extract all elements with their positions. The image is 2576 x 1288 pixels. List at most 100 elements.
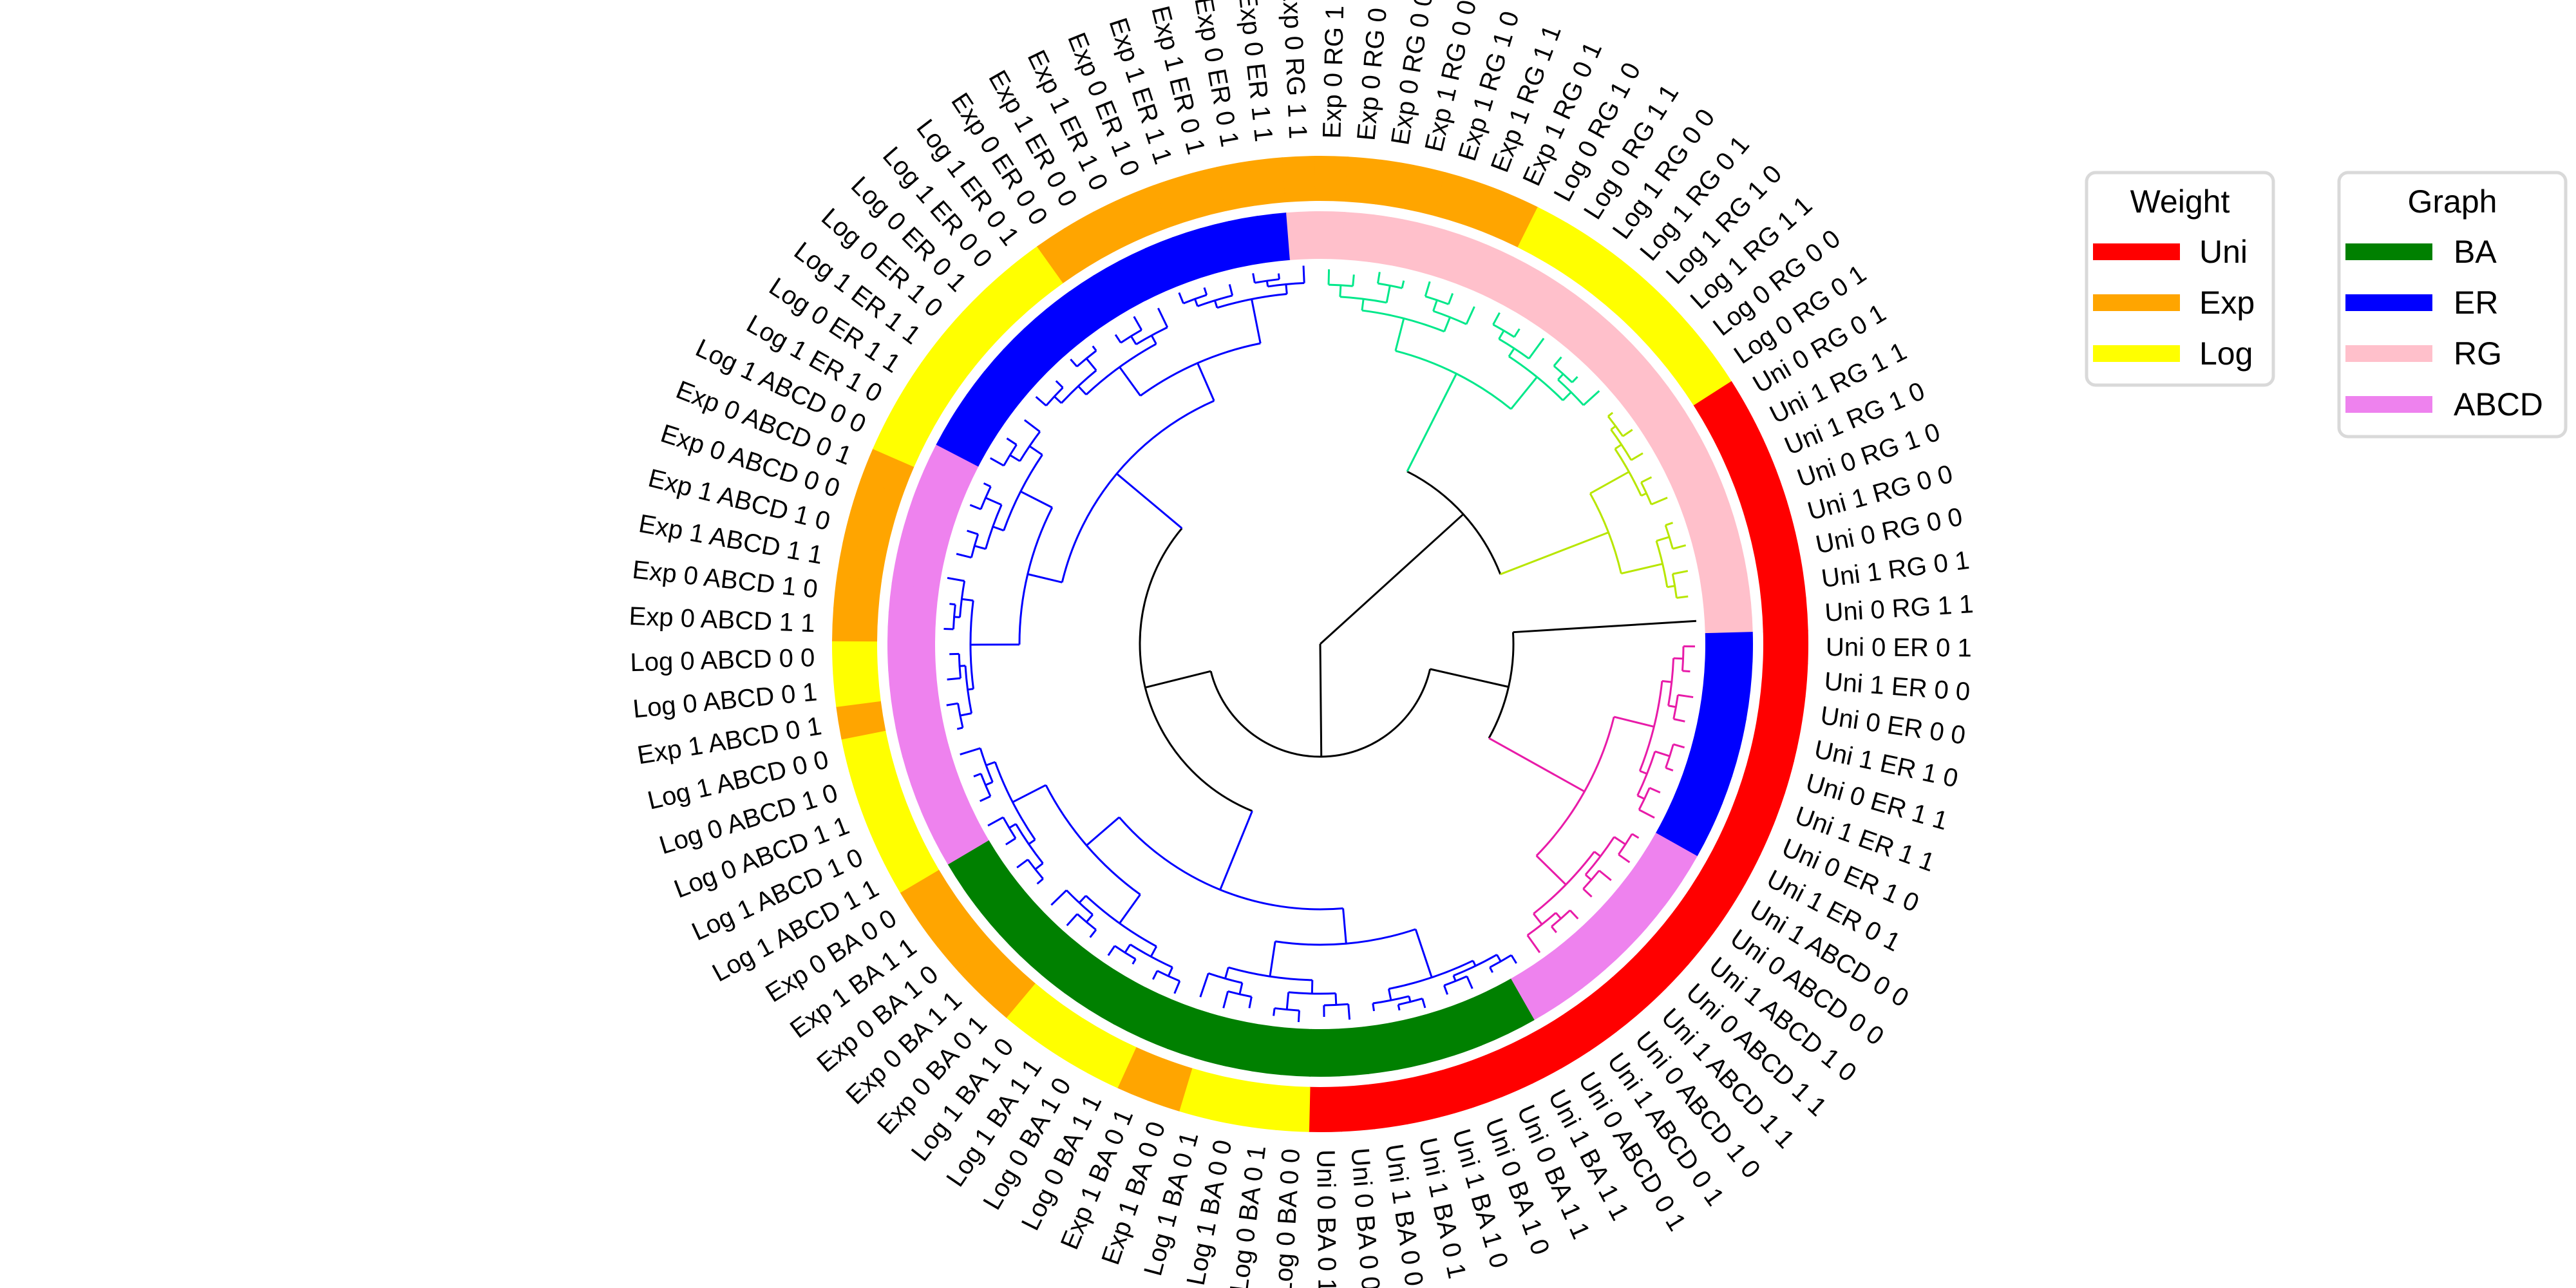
dendrogram-branch — [1488, 737, 1586, 793]
leaf-label: Uni 0 ER 0 1 — [1826, 633, 1972, 662]
legend-label-er: ER — [2454, 285, 2498, 321]
weight-ring-segment — [1457, 1055, 1503, 1109]
dendrogram-arc — [1443, 975, 1468, 987]
dendrogram-branch — [1054, 395, 1063, 404]
weight-ring-segment — [1658, 328, 1714, 382]
dendrogram-branch — [1077, 385, 1087, 395]
dendrogram-branch — [1443, 317, 1451, 332]
dendrogram-arc — [952, 604, 956, 630]
dendrogram-arc — [1061, 400, 1215, 583]
graph-ring-segment — [1363, 1023, 1398, 1074]
dendrogram-branch — [1199, 972, 1209, 998]
dendrogram-arc — [1076, 350, 1097, 368]
dendrogram-branch — [1639, 770, 1647, 775]
graph-ring-segment — [1667, 786, 1723, 831]
graph-ring-segment — [1068, 275, 1119, 331]
dendrogram-branch — [1144, 670, 1211, 689]
leaf-label: Log 0 ABCD 0 0 — [630, 643, 815, 677]
weight-ring-segment — [1249, 157, 1287, 206]
weight-ring-segment — [917, 894, 973, 947]
legend-graph-title: Graph — [2408, 184, 2497, 220]
dendrogram-branch — [1508, 348, 1515, 357]
graph-ring-segment — [1388, 1017, 1426, 1070]
graph-ring-segment — [1687, 736, 1741, 777]
dendrogram-branch — [1302, 265, 1305, 283]
dendrogram-branch — [1016, 858, 1028, 869]
dendrogram-branch — [1614, 444, 1622, 450]
weight-ring-segment — [1005, 983, 1059, 1039]
weight-ring-segment — [1539, 1013, 1590, 1069]
dendrogram-arc — [1361, 309, 1445, 333]
dendrogram-arc — [1453, 954, 1498, 977]
dendrogram-arc — [1492, 323, 1515, 338]
dendrogram-branch — [1665, 522, 1673, 526]
graph-ring-segment — [1487, 978, 1535, 1034]
dendrogram-branch — [1124, 943, 1132, 954]
dendrogram-branch — [1194, 298, 1199, 307]
dendrogram-arc — [1535, 716, 1615, 857]
weight-ring-segment — [1734, 469, 1787, 515]
dendrogram-arc — [994, 761, 1036, 840]
graph-ring-segment — [1064, 954, 1115, 1010]
weight-ring-segment — [836, 700, 886, 740]
weight-ring-segment — [1750, 721, 1801, 762]
dendrogram-arc — [1118, 817, 1343, 911]
weight-ring-segment — [1064, 211, 1115, 267]
dendrogram-arc — [1015, 823, 1044, 864]
dendrogram-branch — [1285, 992, 1290, 1010]
dendrogram-branch — [1132, 958, 1137, 965]
graph-ring-segment — [1700, 573, 1752, 608]
weight-ring-segment — [1059, 1018, 1110, 1074]
weight-ring-segment — [941, 311, 996, 365]
graph-ring-segment — [1688, 516, 1742, 557]
graph-ring-segment — [1166, 1004, 1209, 1059]
dendrogram-branch — [1297, 1010, 1300, 1023]
dendrogram-branch — [1224, 967, 1229, 979]
dendrogram-arc — [1255, 278, 1280, 284]
dendrogram-branch — [1251, 299, 1262, 344]
graph-ring-segment — [1251, 1024, 1286, 1075]
dendrogram-arc — [1584, 836, 1615, 876]
dendrogram-branch — [1219, 810, 1253, 891]
legend-graph-frame — [2337, 171, 2568, 439]
dendrogram-branch — [1535, 855, 1567, 886]
dendrogram-branch — [1649, 786, 1661, 793]
graph-ring-segment — [1003, 328, 1057, 382]
dendrogram-branch — [1500, 531, 1609, 576]
graph-color-ring — [887, 211, 1753, 1077]
dendrogram-arc — [1533, 851, 1595, 915]
weight-ring-segment — [841, 730, 893, 772]
legend-swatch-exp — [2093, 294, 2180, 311]
dendrogram-branch — [1584, 874, 1593, 881]
dendrogram-branch — [1662, 679, 1672, 683]
leaf-label: Uni 0 BA 0 0 — [1345, 1147, 1385, 1288]
dendrogram-branch — [1269, 941, 1276, 977]
weight-ring-segment — [842, 510, 895, 553]
dendrogram-branch — [1569, 909, 1579, 920]
dendrogram-arc — [1182, 294, 1208, 305]
graph-ring-segment — [1088, 969, 1137, 1025]
weight-ring-segment — [832, 607, 878, 642]
dendrogram-branch — [1533, 913, 1543, 925]
dendrogram-branch — [1066, 913, 1078, 927]
weight-ring-segment — [1763, 630, 1808, 665]
dendrogram-branch — [1510, 376, 1538, 410]
dendrogram-branch — [1631, 452, 1643, 461]
graph-ring-segment — [1222, 1019, 1260, 1072]
dendrogram-arc — [969, 600, 974, 689]
dendrogram-branch — [1114, 334, 1122, 344]
dendrogram-branch — [1385, 285, 1391, 303]
dendrogram-arc — [1406, 470, 1502, 575]
weight-ring-segment — [1741, 750, 1794, 794]
dendrogram-branch — [1387, 989, 1392, 1001]
weight-ring-segment — [1434, 172, 1478, 225]
dendrogram-branch — [1203, 287, 1208, 296]
graph-ring-segment — [1629, 386, 1685, 437]
graph-ring-segment — [1019, 921, 1073, 976]
weight-ring-segment — [1654, 911, 1710, 965]
weight-ring-segment — [837, 542, 887, 582]
dendrogram-branch — [1651, 497, 1668, 506]
weight-ring-segment — [1428, 1065, 1472, 1118]
weight-ring-segment — [1757, 564, 1806, 603]
weight-ring-segment — [985, 266, 1040, 321]
